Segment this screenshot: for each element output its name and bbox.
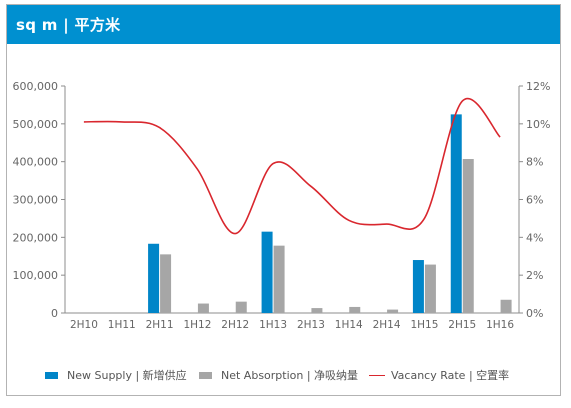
bar-new-supply [450,114,462,313]
bar-net-absorption [462,159,474,313]
x-tick-label: 1H13 [259,319,287,331]
chart-unit-title: sq m | 平方米 [16,16,121,34]
y-right-tick-label: 4% [526,231,543,244]
combo-chart: 0 100,000 200,000 300,000 400,000 500,000 600,… [13,80,551,331]
x-tick-label: 2H10 [70,319,98,331]
chart-header: sq m | 平方米 [7,5,560,44]
y-right-tick-label: 0% [526,307,543,320]
y-left-tick-label: 600,000 [13,80,59,93]
x-tick-label: 2H13 [297,319,325,331]
bar-net-absorption [424,264,436,313]
bar-net-absorption [349,306,361,313]
x-tick-label: 1H12 [183,319,211,331]
x-tick-label: 2H11 [146,319,174,331]
legend-label-net-absorption: Net Absorption | 净吸纳量 [221,369,359,382]
bar-net-absorption [500,299,512,313]
bar-net-absorption [311,308,323,313]
bar-new-supply [412,260,424,313]
legend-swatch-net-absorption [199,372,212,379]
y-left-tick-label: 300,000 [13,194,59,207]
x-tick-label: 2H14 [373,319,401,331]
y-right-tick-label: 6% [526,194,543,207]
bar-net-absorption [235,301,247,313]
x-tick-label: 1H15 [410,319,438,331]
y-right-tick-label: 2% [526,269,543,282]
legend-label-new-supply: New Supply | 新增供应 [67,369,187,382]
bar-net-absorption [160,254,172,313]
bar-net-absorption [387,309,399,313]
x-tick-label: 1H14 [335,319,363,331]
legend-swatch-new-supply [45,372,58,379]
bar-net-absorption [197,303,209,313]
bar-new-supply [261,231,273,313]
vacancy-rate-line [83,97,501,235]
y-left-tick-label: 500,000 [13,118,59,131]
x-tick-label: 1H16 [486,319,514,331]
y-left-tick-label: 100,000 [13,269,59,282]
y-right-tick-label: 8% [526,156,543,169]
y-left-tick-label: 400,000 [13,156,59,169]
y-left-tick-label: 200,000 [13,231,59,244]
y-right-tick-label: 10% [526,118,550,131]
chart-panel: sq m | 平方米 0 100,000 200,000 300,000 400,000… [6,4,561,396]
legend-label-vacancy: Vacancy Rate | 空置率 [391,369,510,382]
y-right-tick-label: 12% [526,80,550,93]
x-tick-label: 2H15 [448,319,476,331]
bar-net-absorption [273,245,285,313]
legend-swatch-vacancy [369,375,385,376]
x-tick-label: 2H12 [221,319,249,331]
bar-new-supply [148,243,160,313]
y-left-tick-label: 0 [51,307,58,320]
x-tick-label: 1H11 [108,319,136,331]
chart-legend: New Supply | 新增供应 Net Absorption | 净吸纳量 … [7,361,560,391]
